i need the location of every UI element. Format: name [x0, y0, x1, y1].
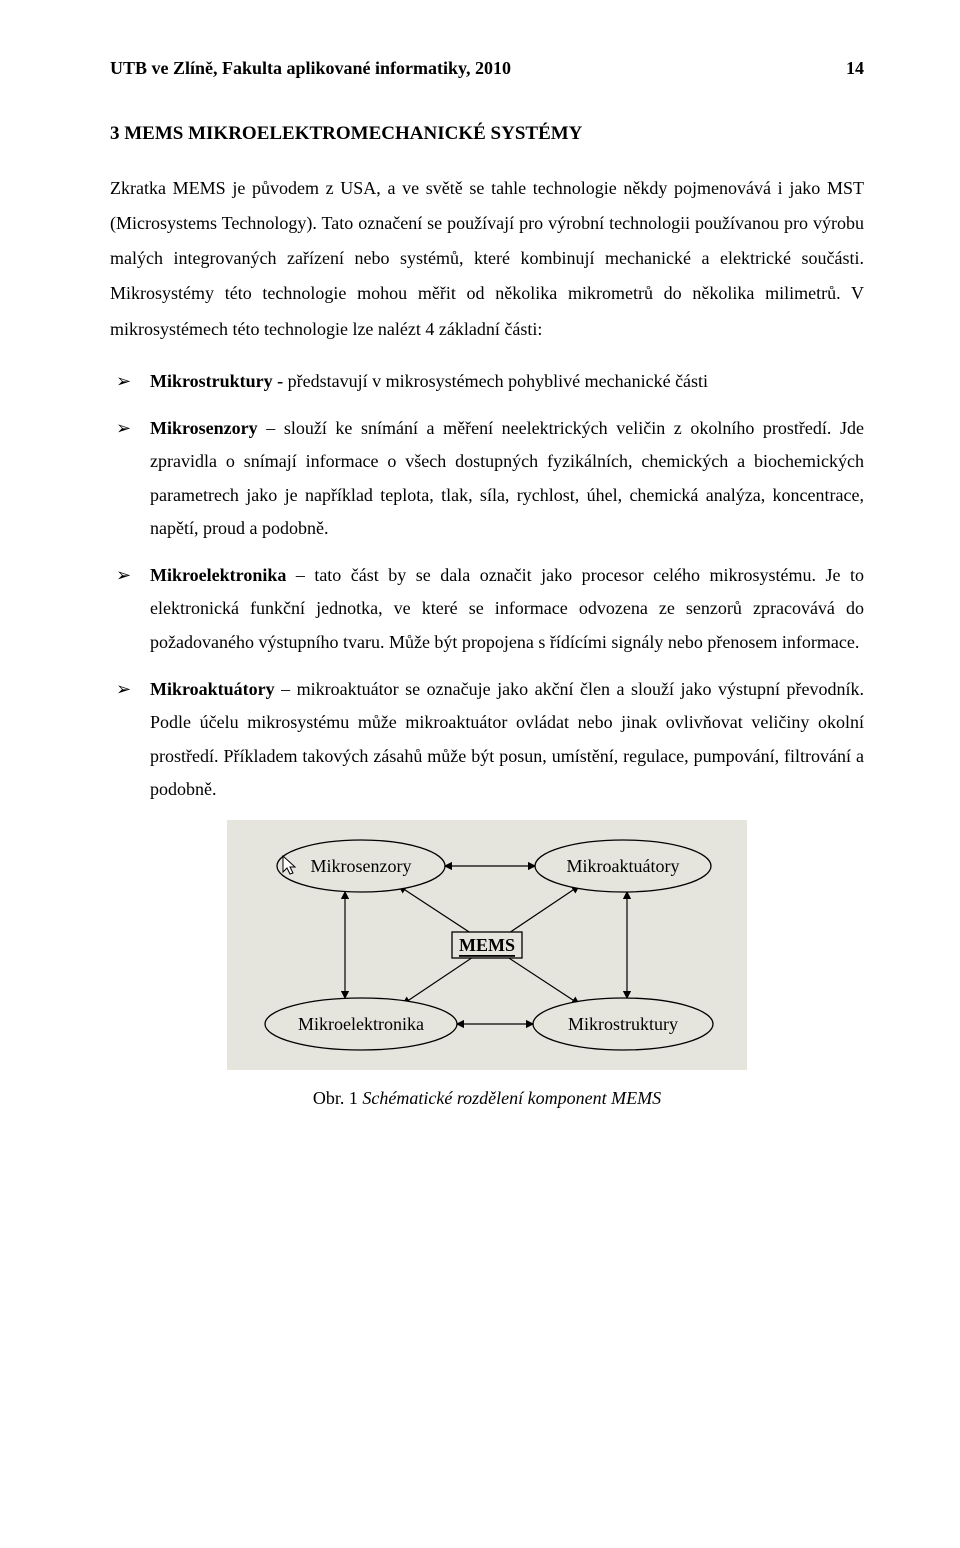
header-institution: UTB ve Zlíně, Fakulta aplikované informa…: [110, 54, 511, 83]
caption-italic: Schématické rozdělení komponent MEMS: [362, 1088, 661, 1108]
figure: MEMS Mikrosenzory Mikroaktuátory Mikroelekt…: [110, 820, 864, 1113]
term-rest: – slouží ke snímání a měření neelektrick…: [150, 418, 864, 538]
list-item: Mikrosenzory – slouží ke snímání a měřen…: [146, 412, 864, 545]
list-item: Mikroelektronika – tato část by se dala …: [146, 559, 864, 659]
list-item: Mikroaktuátory – mikroaktuátor se označu…: [146, 673, 864, 806]
definition-list: Mikrostruktury - představují v mikrosyst…: [110, 365, 864, 807]
svg-text:Mikroaktuátory: Mikroaktuátory: [567, 856, 680, 876]
diagram-svg: MEMS Mikrosenzory Mikroaktuátory Mikroelekt…: [227, 820, 747, 1070]
mems-diagram: MEMS Mikrosenzory Mikroaktuátory Mikroelekt…: [227, 820, 747, 1070]
svg-text:MEMS: MEMS: [459, 935, 515, 955]
term-lead: Mikrostruktury -: [150, 371, 288, 391]
term-lead: Mikrosenzory: [150, 418, 258, 438]
term-lead: Mikroaktuátory: [150, 679, 275, 699]
intro-paragraph: Zkratka MEMS je původem z USA, a ve svět…: [110, 171, 864, 346]
figure-caption: Obr. 1 Schématické rozdělení komponent M…: [110, 1084, 864, 1113]
list-item: Mikrostruktury - představují v mikrosyst…: [146, 365, 864, 398]
page-header: UTB ve Zlíně, Fakulta aplikované informa…: [110, 54, 864, 83]
term-lead: Mikroelektronika: [150, 565, 286, 585]
section-title: 3 MEMS MIKROELEKTROMECHANICKÉ SYSTÉMY: [110, 119, 864, 149]
svg-text:Mikrosenzory: Mikrosenzory: [311, 856, 412, 876]
svg-text:Mikroelektronika: Mikroelektronika: [298, 1014, 424, 1034]
header-page-number: 14: [846, 54, 864, 83]
term-rest: představují v mikrosystémech pohyblivé m…: [288, 371, 708, 391]
caption-prefix: Obr. 1: [313, 1088, 363, 1108]
svg-text:Mikrostruktury: Mikrostruktury: [568, 1014, 678, 1034]
